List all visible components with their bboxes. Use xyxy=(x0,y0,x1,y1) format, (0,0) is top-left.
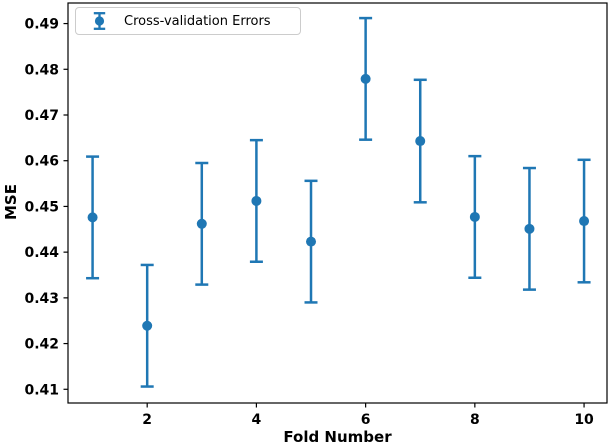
x-axis-label: Fold Number xyxy=(283,428,392,446)
y-tick-label: 0.42 xyxy=(24,337,59,353)
plot-border xyxy=(67,2,608,404)
legend: Cross-validation Errors xyxy=(75,7,301,35)
y-tick-label: 0.44 xyxy=(24,245,59,261)
errorbar-fold-4 xyxy=(249,138,263,263)
errorbar-fold-3 xyxy=(195,161,209,286)
y-tick-label: 0.47 xyxy=(24,108,59,124)
x-tick-label: 10 xyxy=(574,412,594,428)
data-point-fold-8 xyxy=(469,211,480,222)
data-point-fold-3 xyxy=(196,218,207,229)
errorbar-fold-1 xyxy=(86,155,100,280)
legend-label: Cross-validation Errors xyxy=(124,13,271,29)
errorbar-fold-2 xyxy=(140,263,154,388)
x-tick-label: 8 xyxy=(470,412,480,428)
data-point-fold-9 xyxy=(524,223,535,234)
data-point-fold-1 xyxy=(87,212,98,223)
errorbar-fold-10 xyxy=(577,158,591,284)
y-tick-label: 0.43 xyxy=(24,291,59,307)
data-point-fold-4 xyxy=(251,195,262,206)
errorbar-fold-7 xyxy=(413,78,427,204)
y-tick-label: 0.49 xyxy=(24,17,59,33)
x-tick-label: 2 xyxy=(142,412,152,428)
x-tick-label: 6 xyxy=(361,412,371,428)
errorbar-fold-9 xyxy=(522,166,536,291)
errorbar-legend-marker-icon xyxy=(93,12,106,30)
y-tick-label: 0.48 xyxy=(24,62,59,78)
data-point-fold-7 xyxy=(415,136,426,147)
data-point-fold-2 xyxy=(142,320,153,331)
y-tick-label: 0.46 xyxy=(24,154,59,170)
errorbar-fold-8 xyxy=(468,154,482,279)
y-tick-label: 0.45 xyxy=(24,199,59,215)
y-tick-label: 0.41 xyxy=(24,382,59,398)
y-axis-label: MSE xyxy=(2,184,20,220)
x-tick-label: 4 xyxy=(252,412,262,428)
data-point-fold-10 xyxy=(579,216,590,227)
data-point-fold-6 xyxy=(360,73,371,84)
errorbar-fold-5 xyxy=(304,179,318,304)
data-point-fold-5 xyxy=(306,236,317,247)
errorbar-fold-6 xyxy=(359,16,373,141)
